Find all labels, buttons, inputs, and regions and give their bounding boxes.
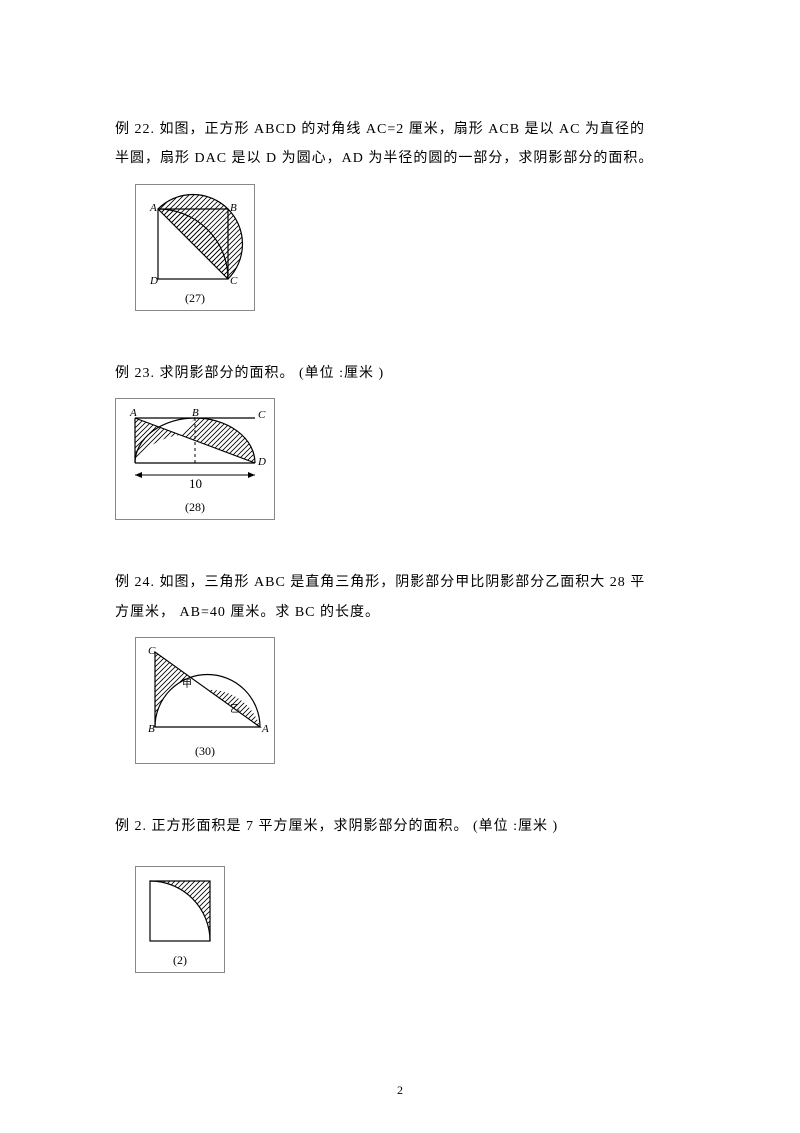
figure-27-caption: (27) — [140, 291, 250, 306]
figure-30: 甲 乙 B C A — [140, 642, 270, 742]
problem-23: 例 23. 求阴影部分的面积。 (单位 :厘米 ) — [115, 359, 685, 520]
label-B23: B — [192, 407, 199, 419]
label-C23: C — [258, 409, 266, 421]
figure-2-box: (2) — [135, 866, 225, 973]
p22-line2: 半圆，扇形 DAC 是以 D 为圆心，AD 为半径的圆的一部分，求阴影部分的面积… — [115, 151, 653, 166]
label-D: D — [149, 275, 158, 287]
figure-30-box: 甲 乙 B C A (30) — [135, 637, 275, 764]
figure-2-caption: (2) — [140, 953, 220, 968]
problem-2: 例 2. 正方形面积是 7 平方厘米，求阴影部分的面积。 (单位 :厘米 ) (… — [115, 812, 685, 973]
problem-22-text: 例 22. 如图，正方形 ABCD 的对角线 AC=2 厘米，扇形 ACB 是以… — [115, 115, 685, 174]
page-content: 例 22. 如图，正方形 ABCD 的对角线 AC=2 厘米，扇形 ACB 是以… — [0, 0, 800, 1081]
label-D23: D — [257, 456, 266, 468]
label-C: C — [230, 275, 238, 287]
page-number: 2 — [0, 1083, 800, 1098]
problem-24: 例 24. 如图，三角形 ABC 是直角三角形，阴影部分甲比阴影部分乙面积大 2… — [115, 568, 685, 764]
figure-28-caption: (28) — [120, 500, 270, 515]
figure-2 — [140, 871, 220, 951]
p2-line1: 例 2. 正方形面积是 7 平方厘米，求阴影部分的面积。 (单位 :厘米 ) — [115, 819, 558, 834]
p22-line1: 例 22. 如图，正方形 ABCD 的对角线 AC=2 厘米，扇形 ACB 是以… — [115, 122, 645, 137]
problem-24-text: 例 24. 如图，三角形 ABC 是直角三角形，阴影部分甲比阴影部分乙面积大 2… — [115, 568, 685, 627]
figure-30-caption: (30) — [140, 744, 270, 759]
label-C24: C — [148, 645, 156, 657]
p24-line2: 方厘米， AB=40 厘米。求 BC 的长度。 — [115, 605, 380, 620]
label-A24: A — [261, 723, 269, 735]
problem-23-text: 例 23. 求阴影部分的面积。 (单位 :厘米 ) — [115, 359, 685, 388]
label-A: A — [149, 202, 157, 214]
figure-27: A B C D — [140, 189, 250, 289]
dim-10: 10 — [189, 476, 202, 491]
p24-line1: 例 24. 如图，三角形 ABC 是直角三角形，阴影部分甲比阴影部分乙面积大 2… — [115, 575, 645, 590]
figure-28-box: 10 A B C D (28) — [115, 398, 275, 520]
figure-28: 10 A B C D — [120, 403, 270, 498]
label-yi: 乙 — [230, 703, 240, 715]
label-B24: B — [148, 723, 155, 735]
figure-27-box: A B C D (27) — [135, 184, 255, 311]
label-A23: A — [129, 407, 137, 419]
problem-22: 例 22. 如图，正方形 ABCD 的对角线 AC=2 厘米，扇形 ACB 是以… — [115, 115, 685, 311]
label-B: B — [230, 202, 237, 214]
p23-line1: 例 23. 求阴影部分的面积。 (单位 :厘米 ) — [115, 366, 384, 381]
label-jia: 甲 — [182, 679, 192, 690]
problem-2-text: 例 2. 正方形面积是 7 平方厘米，求阴影部分的面积。 (单位 :厘米 ) — [115, 812, 685, 841]
